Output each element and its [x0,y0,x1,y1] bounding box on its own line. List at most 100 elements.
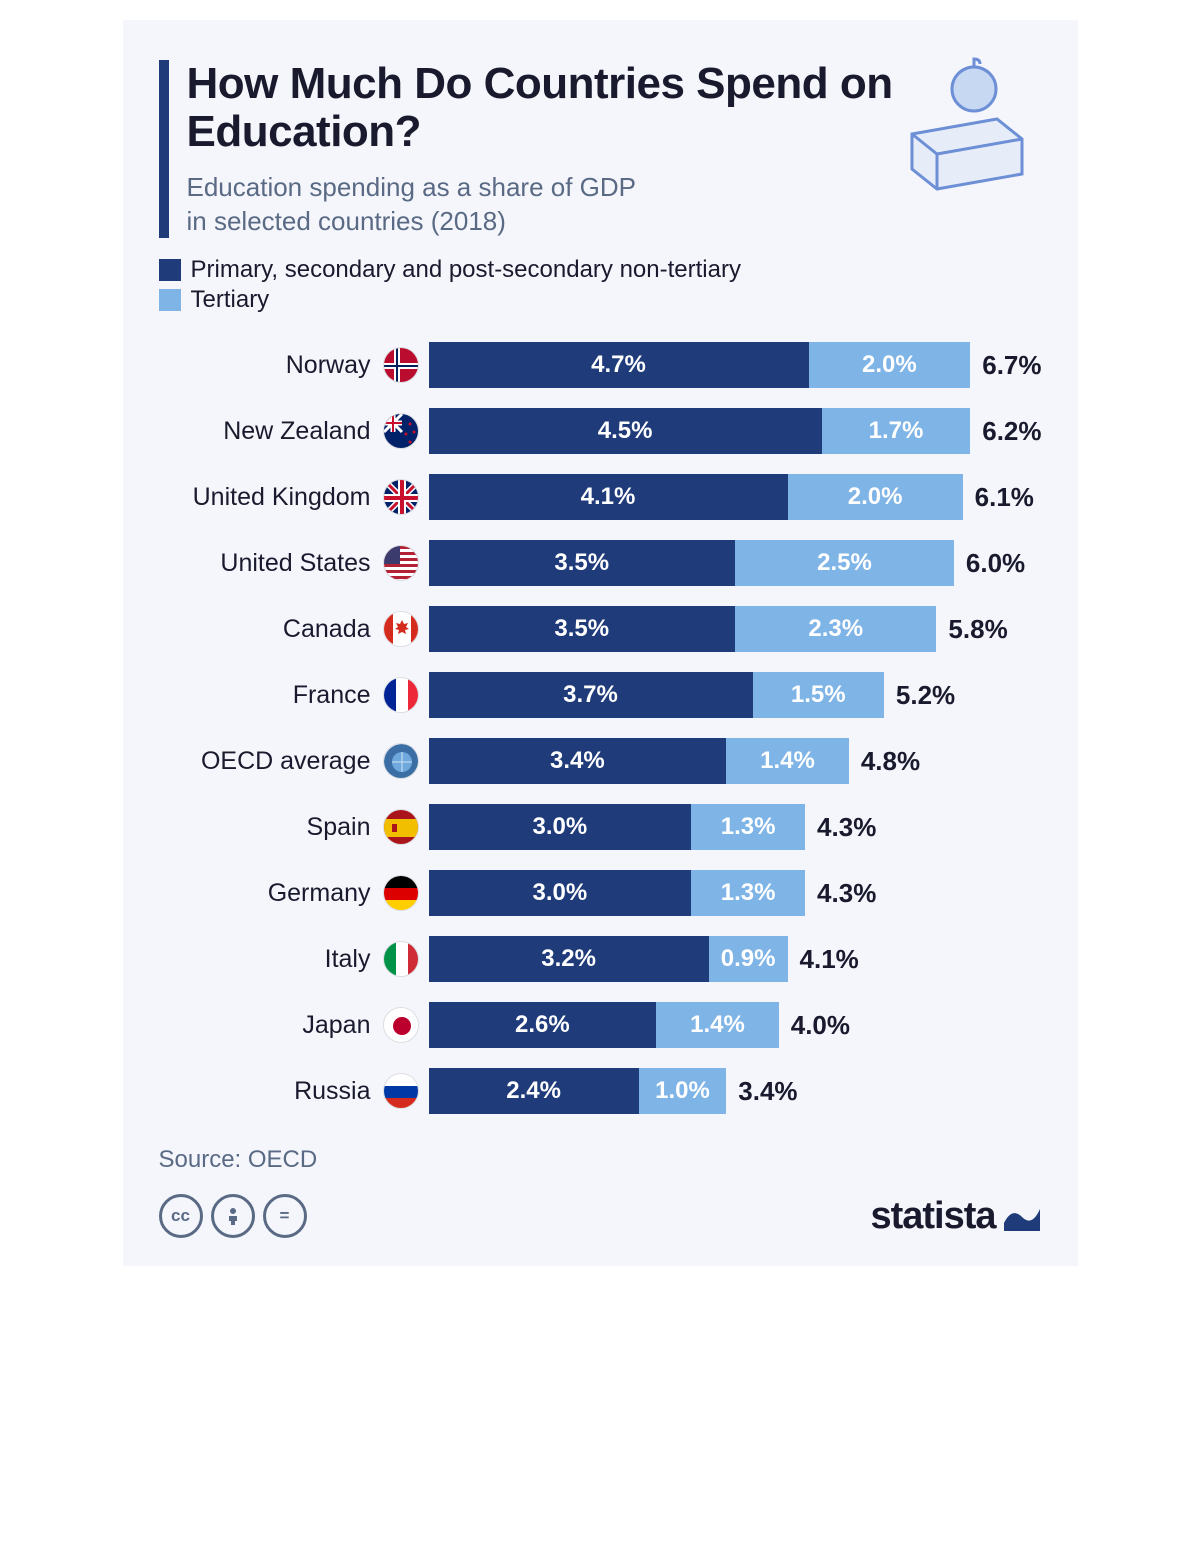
bar-segment-primary: 4.7% [429,342,809,388]
nd-icon: = [263,1194,307,1238]
bar-segment-primary: 3.4% [429,738,727,784]
legend-swatch-primary [159,259,181,281]
flag-icon [383,743,419,779]
bar-segment-primary: 3.5% [429,606,736,652]
bar-row: France3.7%1.5% 5.2% [159,666,1042,724]
bar-segment-primary: 2.6% [429,1002,657,1048]
bar-segment-primary: 2.4% [429,1068,639,1114]
bar-total: 6.0% [966,548,1025,579]
country-label: OECD average [159,743,429,779]
bar: 3.0%1.3% 4.3% [429,804,1042,850]
footer: cc = statista [159,1194,1042,1238]
bar-row: Japan2.6%1.4%4.0% [159,996,1042,1054]
flag-icon [383,677,419,713]
by-icon [211,1194,255,1238]
country-label: Germany [159,875,429,911]
bar-total: 6.1% [975,482,1034,513]
flag-icon [383,1073,419,1109]
bar-segment-tertiary: 1.5% [753,672,884,718]
education-icon [892,54,1042,194]
bar-row: Norway4.7%2.0% 6.7% [159,336,1042,394]
bar-segment-tertiary: 1.0% [639,1068,727,1114]
bar: 4.5%1.7% 6.2% [429,408,1042,454]
bar-row: OECD average3.4%1.4% 4.8% [159,732,1042,790]
bar-total: 4.3% [817,878,876,909]
bar-total: 6.2% [982,416,1041,447]
country-label: Italy [159,941,429,977]
bar: 3.5%2.3% 5.8% [429,606,1042,652]
country-label: Japan [159,1007,429,1043]
infographic-card: How Much Do Countries Spend on Education… [123,20,1078,1266]
country-label: Canada [159,611,429,647]
legend-label: Tertiary [191,286,270,314]
flag-icon [383,875,419,911]
bar-total: 4.1% [800,944,859,975]
bar-segment-tertiary: 2.0% [809,342,971,388]
flag-icon [383,611,419,647]
bar-row: Italy3.2%0.9% 4.1% [159,930,1042,988]
bar-chart: Norway4.7%2.0%6.7%New Zealand4.5%1.7%6.2… [159,336,1042,1120]
bar-segment-primary: 4.5% [429,408,822,454]
bar-total: 3.4% [738,1076,797,1107]
bar-segment-tertiary: 2.3% [735,606,936,652]
legend-item-primary: Primary, secondary and post-secondary no… [159,256,1042,284]
bar-segment-tertiary: 0.9% [709,936,788,982]
bar-total: 4.3% [817,812,876,843]
legend: Primary, secondary and post-secondary no… [159,256,1042,314]
country-label: Norway [159,347,429,383]
bar-segment-tertiary: 1.4% [726,738,849,784]
bar: 4.1%2.0% 6.1% [429,474,1042,520]
legend-label: Primary, secondary and post-secondary no… [191,256,741,284]
bar: 3.5%2.5%6.0% [429,540,1042,586]
cc-license-icons: cc = [159,1194,307,1238]
bar-row: United States3.5%2.5%6.0% [159,534,1042,592]
bar-segment-primary: 3.0% [429,870,692,916]
bar-row: United Kingdom4.1%2.0% 6.1% [159,468,1042,526]
bar: 3.7%1.5% 5.2% [429,672,1042,718]
legend-item-tertiary: Tertiary [159,286,1042,314]
bar-segment-primary: 3.2% [429,936,709,982]
bar: 4.7%2.0% 6.7% [429,342,1042,388]
bar-total: 4.8% [861,746,920,777]
bar-total: 5.2% [896,680,955,711]
country-label: Spain [159,809,429,845]
bar-row: Spain3.0%1.3% 4.3% [159,798,1042,856]
bar-segment-primary: 3.5% [429,540,736,586]
country-label: France [159,677,429,713]
bar-row: Russia2.4%1.0% 3.4% [159,1062,1042,1120]
bar-row: Germany3.0%1.3% 4.3% [159,864,1042,922]
flag-icon [383,479,419,515]
flag-icon [383,545,419,581]
bar-row: New Zealand4.5%1.7% 6.2% [159,402,1042,460]
bar-total: 6.7% [982,350,1041,381]
bar-segment-tertiary: 1.4% [656,1002,779,1048]
bar-segment-primary: 3.7% [429,672,753,718]
bar: 3.2%0.9% 4.1% [429,936,1042,982]
bar-segment-tertiary: 1.7% [822,408,971,454]
bar: 2.6%1.4%4.0% [429,1002,1042,1048]
statista-logo: statista [870,1195,1041,1238]
source-text: Source: OECD [159,1146,1042,1174]
bar: 2.4%1.0% 3.4% [429,1068,1042,1114]
bar: 3.4%1.4% 4.8% [429,738,1042,784]
bar-total: 5.8% [948,614,1007,645]
bar-segment-tertiary: 1.3% [691,870,805,916]
cc-icon: cc [159,1194,203,1238]
flag-icon [383,347,419,383]
bar: 3.0%1.3% 4.3% [429,870,1042,916]
flag-icon [383,413,419,449]
country-label: United States [159,545,429,581]
bar-row: Canada3.5%2.3% 5.8% [159,600,1042,658]
flag-icon [383,941,419,977]
flag-icon [383,809,419,845]
flag-icon [383,1007,419,1043]
country-label: New Zealand [159,413,429,449]
bar-segment-primary: 4.1% [429,474,788,520]
legend-swatch-tertiary [159,289,181,311]
bar-segment-tertiary: 1.3% [691,804,805,850]
bar-segment-tertiary: 2.0% [788,474,963,520]
statista-wave-icon [1002,1199,1042,1233]
country-label: Russia [159,1073,429,1109]
country-label: United Kingdom [159,479,429,515]
bar-segment-primary: 3.0% [429,804,692,850]
